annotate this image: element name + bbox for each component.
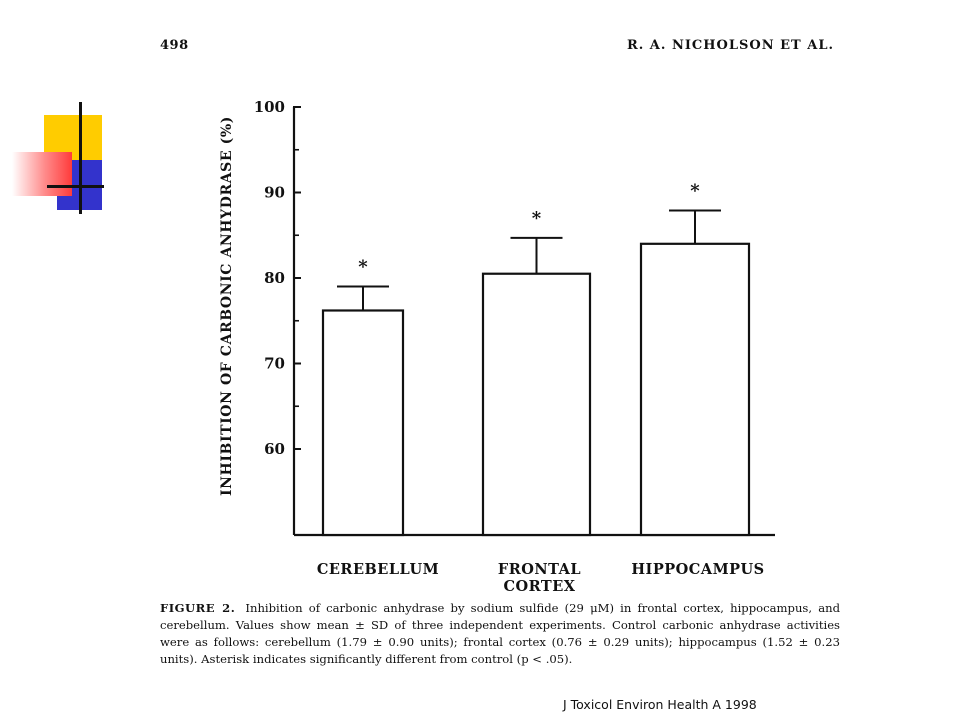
- significance-asterisk: *: [532, 208, 542, 229]
- page-number: 498: [160, 38, 189, 53]
- category-label: HIPPOCAMPUS: [631, 561, 764, 578]
- bar-frontal-cortex: [481, 272, 592, 537]
- category-label: FRONTAL: [498, 561, 581, 578]
- y-axis-label: INHIBITION OF CARBONIC ANHYDRASE (%): [219, 116, 235, 496]
- bar-chart: 60 70 80 90 100 INHIBITION OF CARBONIC ANHYDR…: [219, 98, 775, 595]
- bar-cerebellum: [321, 309, 405, 537]
- category-label: CEREBELLUM: [317, 561, 439, 578]
- y-tick-label: 70: [264, 355, 285, 373]
- figure-label: FIGURE 2.: [160, 601, 236, 615]
- vertical-line: [79, 102, 82, 214]
- figure-caption-text: Inhibition of carbonic anhydrase by sodi…: [160, 601, 840, 666]
- y-tick-label: 80: [264, 269, 285, 287]
- y-tick-label: 90: [264, 184, 285, 202]
- y-tick-label: 60: [264, 440, 285, 458]
- significance-asterisk: *: [358, 257, 368, 278]
- figure-caption: FIGURE 2. Inhibition of carbonic anhydra…: [160, 600, 840, 668]
- red-gradient-block: [12, 152, 72, 196]
- y-tick-label: 100: [254, 98, 285, 116]
- citation: J Toxicol Environ Health A 1998: [563, 697, 757, 712]
- running-head: R. A. NICHOLSON ET AL.: [626, 38, 834, 53]
- bar-hippocampus: [639, 242, 751, 537]
- horizontal-line: [47, 185, 104, 188]
- significance-asterisk: *: [690, 180, 700, 201]
- category-label: CORTEX: [503, 578, 575, 595]
